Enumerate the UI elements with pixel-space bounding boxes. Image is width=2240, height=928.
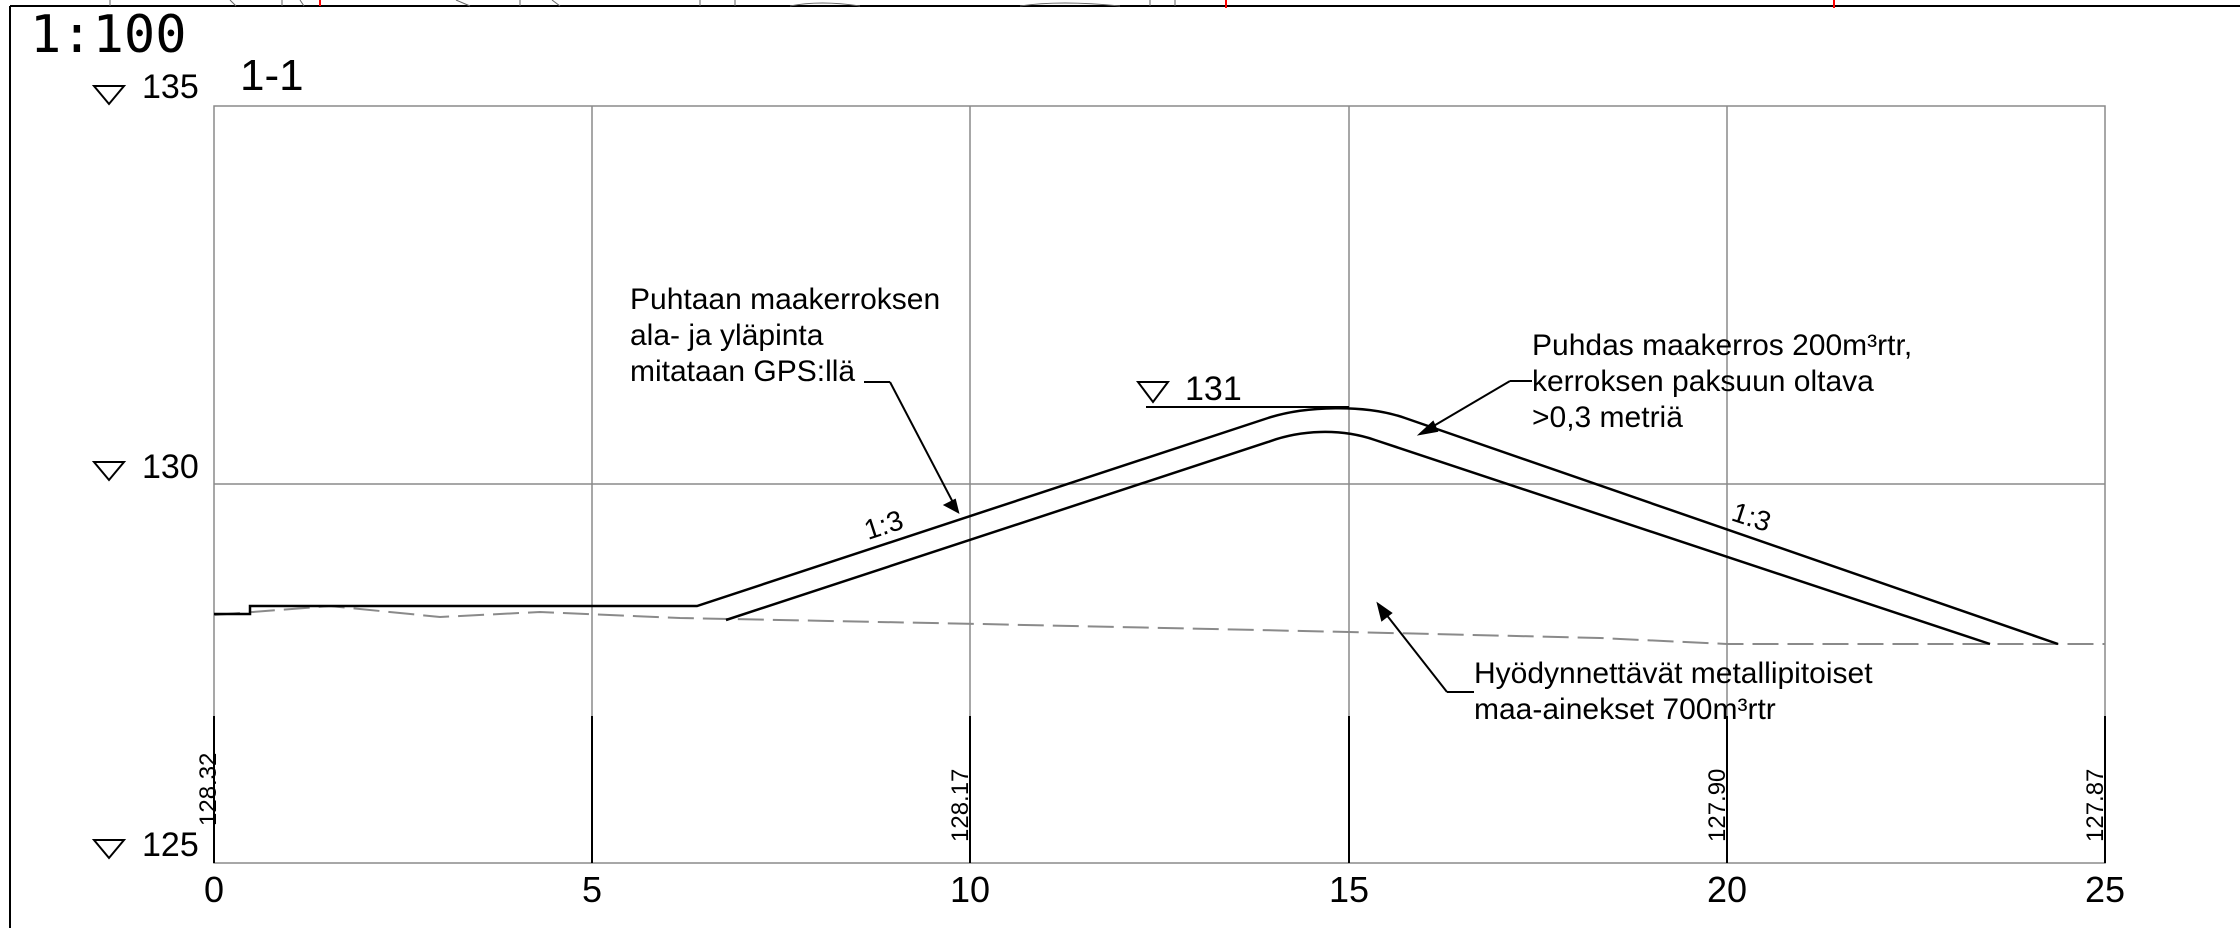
x-tick-label: 0 — [204, 869, 224, 910]
annotation-metal-soil-line: Hyödynnettävät metallipitoiset — [1474, 657, 1873, 690]
elevation-label-130: 130 — [142, 448, 199, 486]
elevation-label-131: 131 — [1185, 370, 1242, 408]
elevation-marker-131: 131 — [1136, 370, 1349, 408]
annotation-metal-soil: Hyödynnettävät metallipitoiset maa-ainek… — [1376, 601, 1873, 726]
embankment-bottom-surface — [725, 430, 1991, 646]
section-title: 1-1 — [240, 51, 304, 100]
ground-elevation-label: 127.87 — [2082, 769, 2109, 842]
leader-arrow-icon — [1416, 420, 1439, 436]
elevation-triangle-icon — [1136, 381, 1170, 404]
annotation-clean-layer: Puhdas maakerros 200m³rtr, kerroksen pak… — [1416, 329, 1912, 436]
station-ticks — [213, 716, 2106, 863]
elevation-label-135: 135 — [142, 68, 199, 106]
elevation-label-125: 125 — [142, 826, 199, 864]
annotation-measurement-line: mitataan GPS:llä — [630, 355, 855, 388]
elevation-marker-130: 130 — [91, 448, 199, 486]
x-tick-label: 15 — [1329, 869, 1369, 910]
elevation-triangle-icon — [91, 85, 127, 106]
annotation-clean-layer-line: >0,3 metriä — [1532, 401, 1683, 434]
x-tick-label: 10 — [950, 869, 990, 910]
x-tick-label: 20 — [1707, 869, 1747, 910]
annotation-clean-layer-line: Puhdas maakerros 200m³rtr, — [1532, 329, 1912, 362]
x-axis-labels: 0 5 10 15 20 25 — [204, 869, 2125, 910]
elevation-marker-125: 125 — [91, 826, 199, 864]
leader-line — [1377, 603, 1448, 693]
ground-elevation-label: 128.17 — [947, 769, 974, 842]
x-tick-label: 25 — [2085, 869, 2125, 910]
elevation-triangle-icon — [91, 461, 127, 482]
x-tick-label: 5 — [582, 869, 602, 910]
elevation-triangle-icon — [91, 839, 127, 860]
grid — [213, 105, 2106, 864]
leader-arrow-icon — [1376, 601, 1393, 622]
annotation-measurement: Puhtaan maakerroksen ala- ja yläpinta mi… — [630, 283, 960, 514]
scale-label: 1:100 — [30, 5, 187, 65]
original-ground-dashed-line — [213, 604, 2105, 645]
annotation-measurement-line: Puhtaan maakerroksen — [630, 283, 940, 316]
plan-view-remnants — [109, 0, 1176, 7]
elevation-marker-135: 135 — [91, 68, 199, 106]
annotation-measurement-line: ala- ja yläpinta — [630, 319, 824, 352]
embankment-top-surface — [214, 407, 2059, 646]
ground-elevation-label: 128.32 — [195, 753, 222, 826]
leader-line — [889, 381, 959, 513]
ground-elevation-label: 127.90 — [1704, 769, 1731, 842]
annotation-clean-layer-line: kerroksen paksuun oltava — [1532, 365, 1874, 398]
annotation-metal-soil-line: maa-ainekset 700m³rtr — [1474, 693, 1776, 726]
plan-view-red-marks — [319, 0, 1835, 8]
leader-arrow-icon — [942, 498, 960, 514]
